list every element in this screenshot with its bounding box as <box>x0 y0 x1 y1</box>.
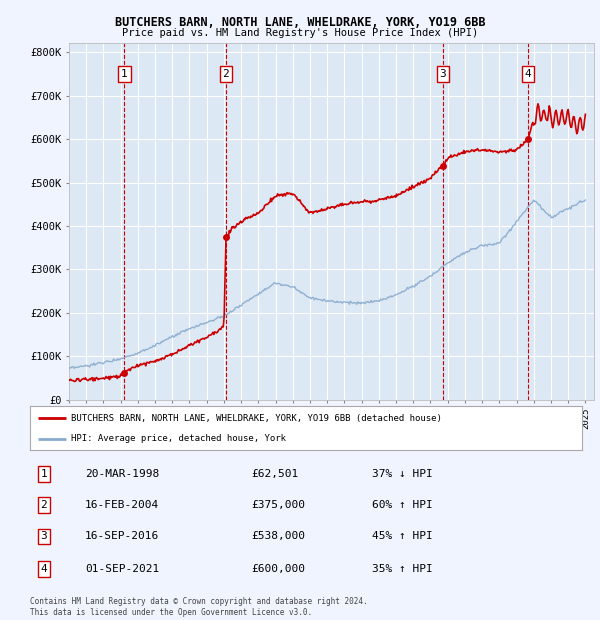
Text: 01-SEP-2021: 01-SEP-2021 <box>85 564 160 574</box>
Text: £62,501: £62,501 <box>251 469 298 479</box>
Text: 16-FEB-2004: 16-FEB-2004 <box>85 500 160 510</box>
Text: 3: 3 <box>439 69 446 79</box>
Text: 3: 3 <box>40 531 47 541</box>
Text: 4: 4 <box>40 564 47 574</box>
Text: £600,000: £600,000 <box>251 564 305 574</box>
Text: 35% ↑ HPI: 35% ↑ HPI <box>372 564 433 574</box>
Text: HPI: Average price, detached house, York: HPI: Average price, detached house, York <box>71 434 286 443</box>
Text: 60% ↑ HPI: 60% ↑ HPI <box>372 500 433 510</box>
Text: 20-MAR-1998: 20-MAR-1998 <box>85 469 160 479</box>
Text: 37% ↓ HPI: 37% ↓ HPI <box>372 469 433 479</box>
Text: 45% ↑ HPI: 45% ↑ HPI <box>372 531 433 541</box>
Text: 2: 2 <box>40 500 47 510</box>
Text: 1: 1 <box>40 469 47 479</box>
Text: 4: 4 <box>524 69 532 79</box>
Text: 16-SEP-2016: 16-SEP-2016 <box>85 531 160 541</box>
Text: BUTCHERS BARN, NORTH LANE, WHELDRAKE, YORK, YO19 6BB: BUTCHERS BARN, NORTH LANE, WHELDRAKE, YO… <box>115 16 485 29</box>
Text: 1: 1 <box>121 69 128 79</box>
Text: 2: 2 <box>223 69 229 79</box>
Text: Contains HM Land Registry data © Crown copyright and database right 2024.
This d: Contains HM Land Registry data © Crown c… <box>30 598 368 617</box>
Text: BUTCHERS BARN, NORTH LANE, WHELDRAKE, YORK, YO19 6BB (detached house): BUTCHERS BARN, NORTH LANE, WHELDRAKE, YO… <box>71 414 442 423</box>
Text: £538,000: £538,000 <box>251 531 305 541</box>
Text: £375,000: £375,000 <box>251 500 305 510</box>
Text: Price paid vs. HM Land Registry's House Price Index (HPI): Price paid vs. HM Land Registry's House … <box>122 28 478 38</box>
